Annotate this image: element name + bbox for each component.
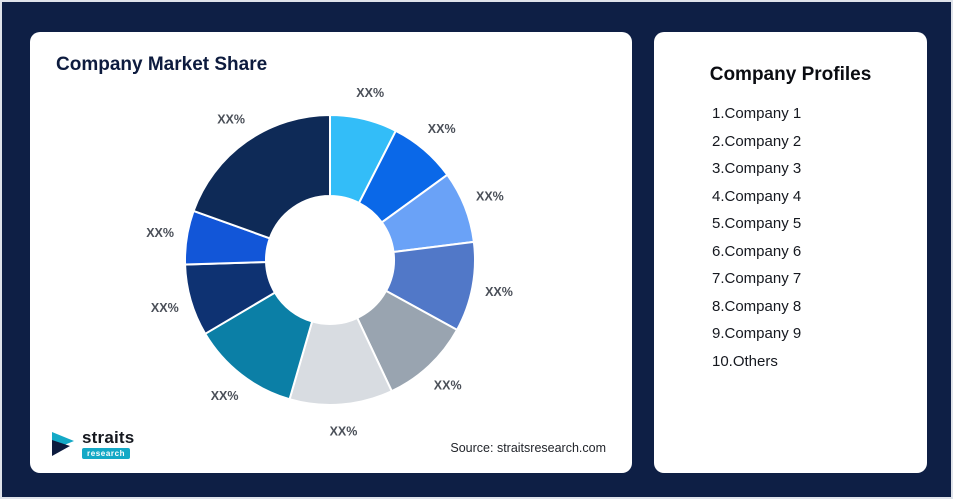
slice-label-company-5: XX% [434, 378, 462, 392]
profiles-title: Company Profiles [709, 64, 872, 85]
company-list-item-3: 3.Company 3 [712, 160, 802, 177]
slice-label-company-6: XX% [330, 425, 358, 439]
donut-slice-others [192, 113, 331, 240]
company-list: 1.Company 1 2.Company 2 3.Company 3 4.Compa… [654, 100, 927, 375]
slice-label-others: XX% [217, 112, 245, 126]
slice-label-company-9: XX% [146, 226, 174, 240]
slice-label-company-1: XX% [356, 86, 384, 100]
company-list-item-8: 8.Company 8 [712, 297, 802, 315]
chart-title: Company Market Share [56, 54, 268, 75]
slice-label-company-2: XX% [428, 122, 456, 136]
company-list-item-4: 4.Company 4 [712, 187, 802, 205]
company-list-item-10: 10.Others [712, 352, 778, 370]
company-profiles-card: Company Profiles 1.Company 1 2.Company 2 3… [654, 32, 927, 473]
slice-label-company-7: XX% [211, 389, 239, 403]
company-list-item-7: 7.Company 7 [712, 270, 802, 287]
logo-subtitle: research [82, 448, 131, 459]
slice-label-company-8: XX% [151, 301, 179, 315]
slice-label-company-3: XX% [476, 190, 504, 204]
donut-chart: XX% XX% XX% XX% XX% XX% XX% XX% XX% XX% [146, 86, 513, 439]
logo-name: straits [82, 428, 135, 447]
company-list-item-2: 2.Company 2 [712, 132, 802, 150]
company-list-item-5: 5.Company 5 [712, 215, 802, 232]
market-share-card: Company Market Share XX% XX% XX% XX% XX% XX% X… [30, 32, 632, 473]
slice-label-company-4: XX% [485, 285, 513, 299]
company-list-item-9: 9.Company 9 [712, 325, 802, 342]
company-list-item-1: 1.Company 1 [712, 105, 802, 122]
logo-text: straits research [82, 429, 134, 459]
company-list-item-6: 6.Company 6 [712, 242, 802, 260]
straits-research-logo: straits research [52, 429, 134, 459]
source-text: Source: straitsresearch.com [450, 441, 606, 455]
logo-arrow-icon [52, 432, 74, 456]
